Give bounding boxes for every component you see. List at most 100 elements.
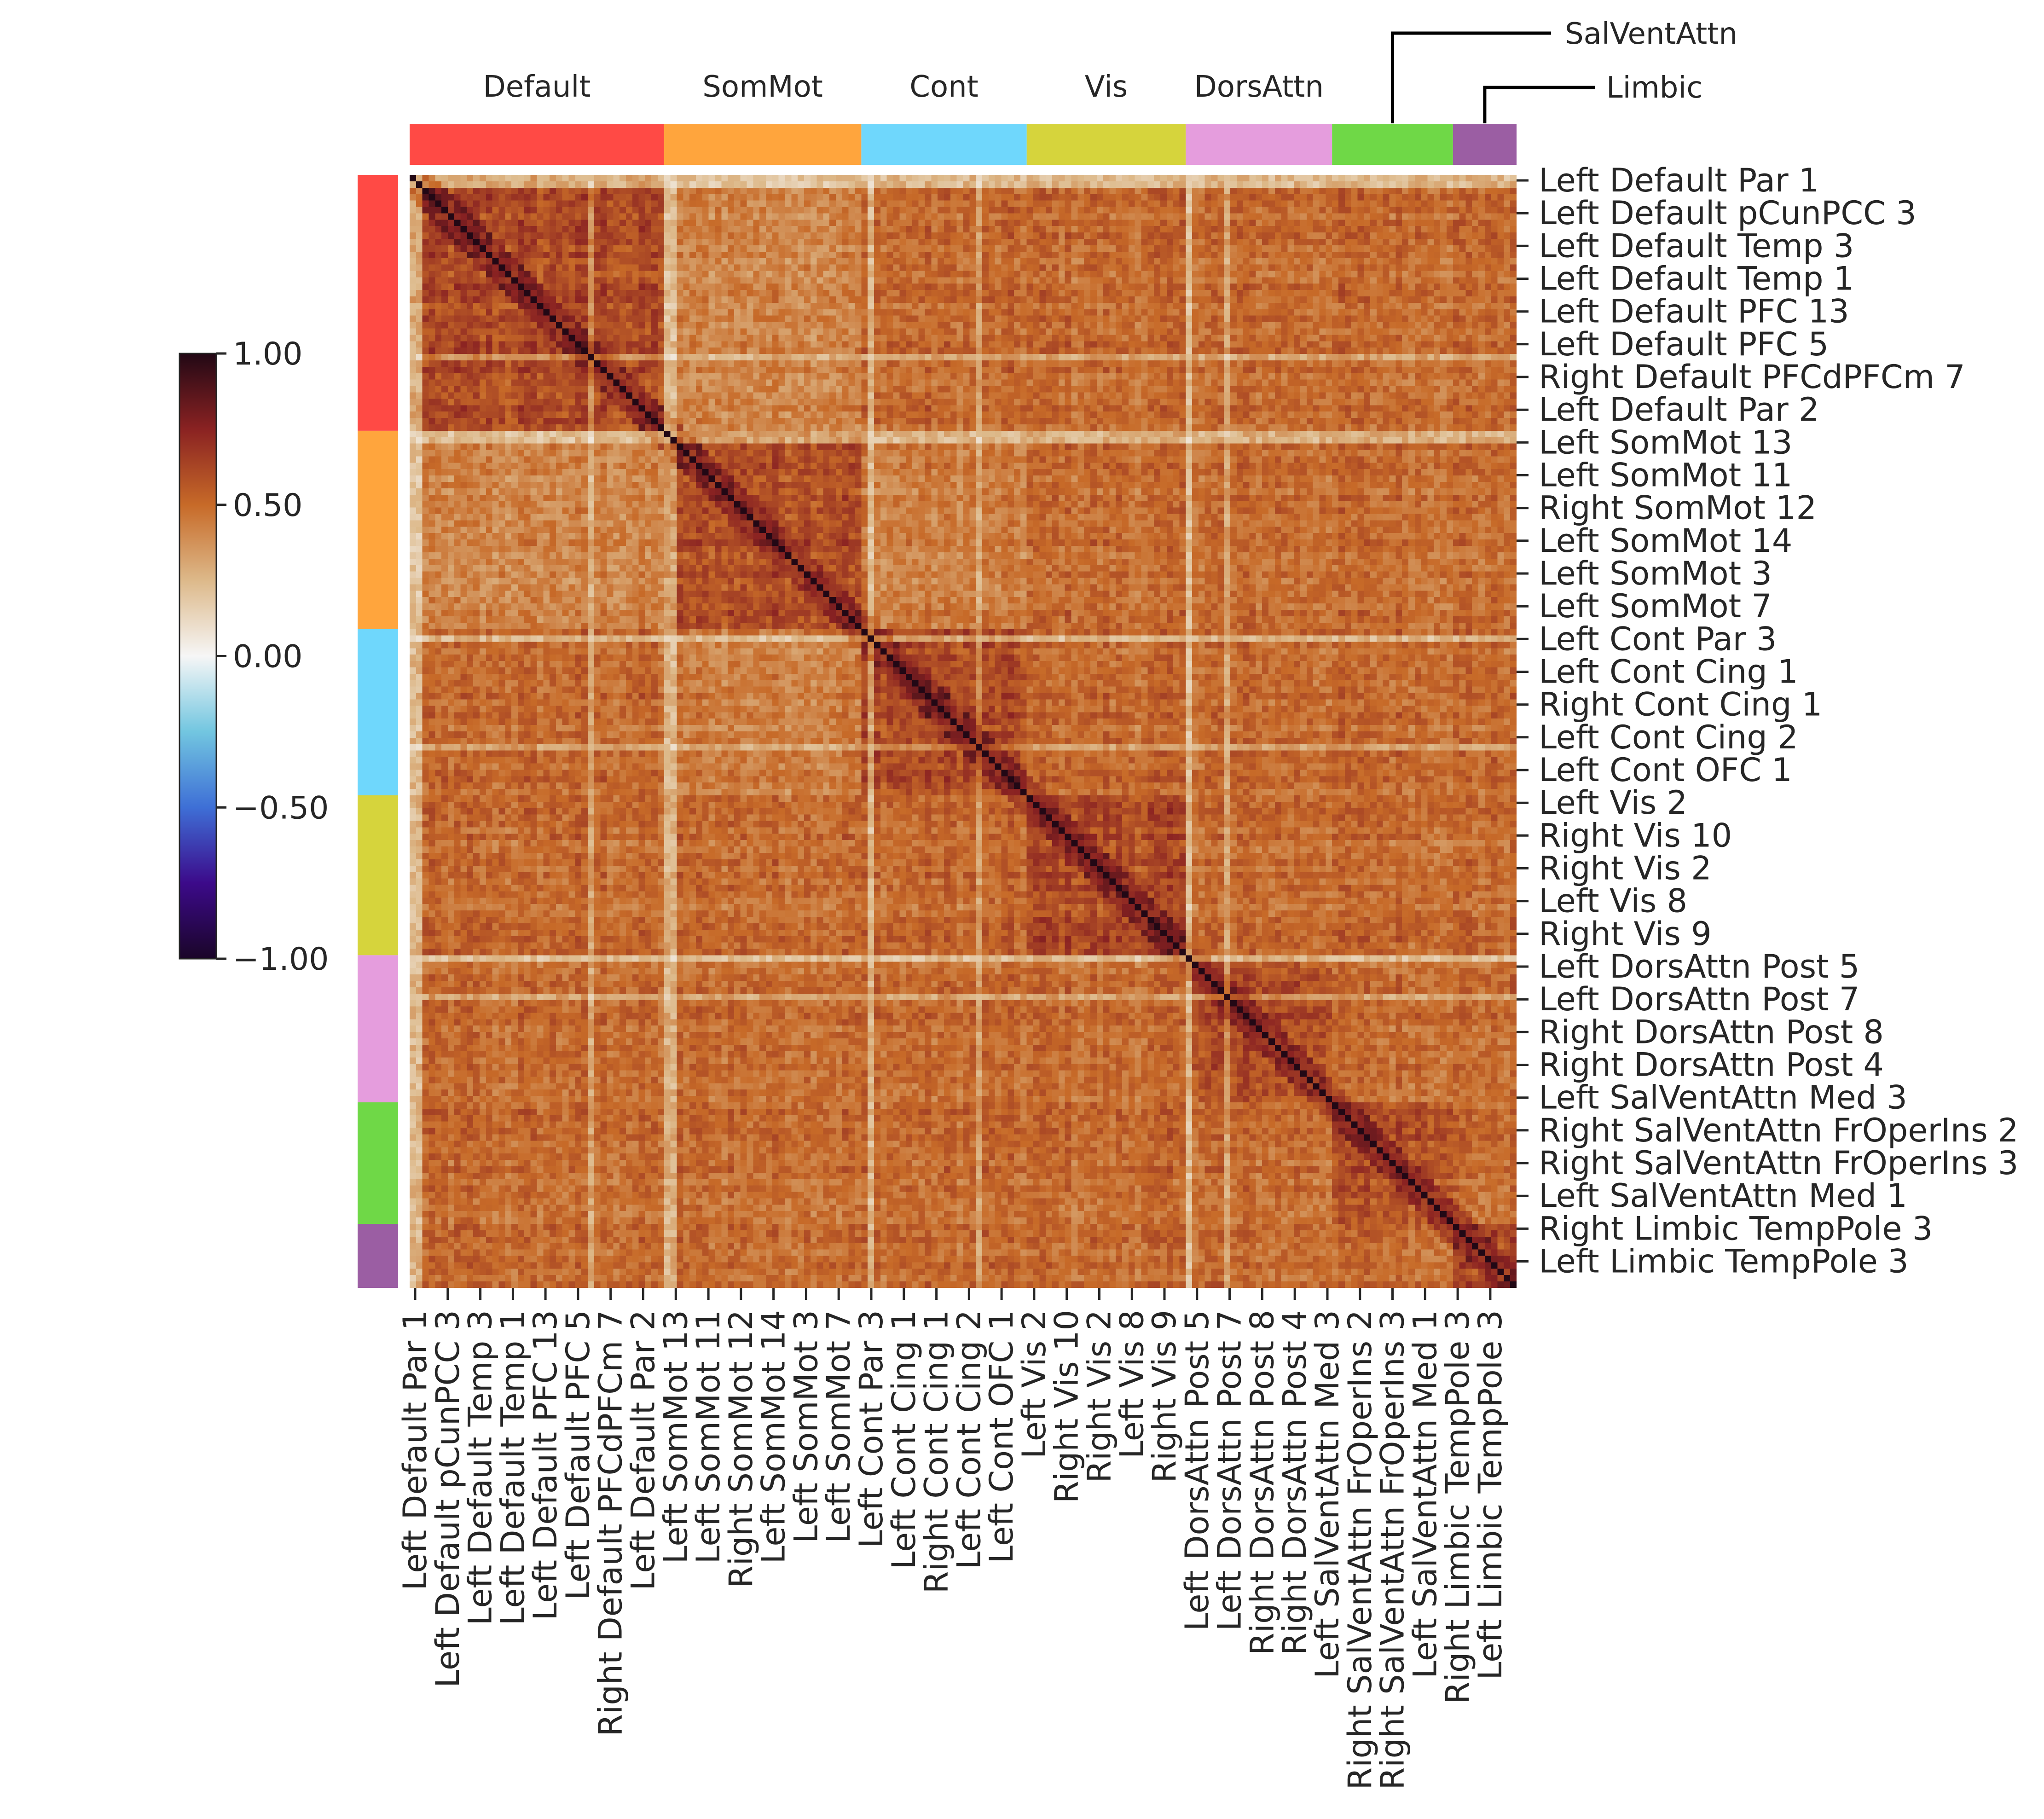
col-tick-label: Right Default PFCdPFCm 7 — [592, 1310, 630, 1737]
col-tick-label: Left Default Temp 3 — [462, 1310, 499, 1625]
network-color-bar-top — [410, 124, 1517, 165]
network-label-vis: Vis — [1085, 70, 1128, 104]
row-tick-label: Left Cont Cing 2 — [1539, 718, 1798, 756]
limbic-leader-line — [1483, 86, 1595, 123]
col-tick-label: Left DorsAttn Post 5 — [1178, 1310, 1216, 1631]
col-tick-label: Left SomMot 14 — [755, 1310, 793, 1564]
row-tick-label: Right Limbic TempPole 3 — [1539, 1210, 1933, 1247]
col-tick-label: Left Vis 2 — [1015, 1310, 1053, 1459]
left-bar-salventattn — [358, 1102, 398, 1224]
row-tick-label: Left Cont OFC 1 — [1539, 751, 1792, 789]
row-tick-label: Left SomMot 3 — [1539, 555, 1772, 592]
col-tick-label: Left Cont OFC 1 — [983, 1310, 1020, 1564]
col-tick-label: Left Default pCunPCC 3 — [429, 1310, 467, 1688]
row-tick-label: Right Default PFCdPFCm 7 — [1539, 358, 1965, 396]
row-tick-label: Right DorsAttn Post 4 — [1539, 1046, 1884, 1084]
colorbar-tick-label: 1.00 — [233, 336, 302, 372]
network-label-limbic: Limbic — [1606, 71, 1702, 105]
row-tick-label: Left Default Par 2 — [1539, 391, 1819, 429]
col-tick-label: Right Vis 9 — [1146, 1310, 1183, 1483]
col-tick-label: Right Limbic TempPole 3 — [1439, 1310, 1477, 1704]
row-tick-label: Left SomMot 7 — [1539, 587, 1772, 625]
top-bar-cont — [861, 124, 1027, 165]
col-tick-label: Right Vis 10 — [1048, 1310, 1086, 1503]
top-bar-dorsattn — [1186, 124, 1332, 165]
col-tick-label: Left Default PFC 13 — [527, 1310, 564, 1621]
left-bar-limbic — [358, 1224, 398, 1288]
network-color-bar-left — [358, 175, 398, 1288]
colorbar-tick-label: −1.00 — [233, 941, 329, 978]
col-tick-label: Left Cont Par 3 — [852, 1310, 890, 1548]
left-bar-cont — [358, 629, 398, 795]
col-tick-label: Left SomMot 3 — [787, 1310, 825, 1543]
network-label-salventattn: SalVentAttn — [1565, 17, 1737, 51]
col-tick-label: Left Default Par 2 — [625, 1310, 662, 1591]
network-labels: Default SomMot Cont Vis DorsAttn SalVentAttn L… — [483, 17, 1737, 123]
network-label-default: Default — [483, 70, 591, 104]
left-bar-dorsattn — [358, 955, 398, 1102]
row-tick-label: Right Cont Cing 1 — [1539, 686, 1822, 724]
left-bar-vis — [358, 795, 398, 956]
row-tick-label: Left SomMot 11 — [1539, 457, 1792, 494]
row-tick-label: Left Cont Cing 1 — [1539, 653, 1798, 691]
colorbar-gradient — [179, 353, 217, 960]
row-tick-label: Left Vis 8 — [1539, 882, 1687, 920]
col-tick-label: Left SomMot 7 — [820, 1310, 857, 1543]
top-bar-default — [410, 124, 664, 165]
row-tick-label: Left Limbic TempPole 3 — [1539, 1243, 1909, 1280]
top-bar-vis — [1026, 124, 1186, 165]
col-tick-label: Left Default Temp 1 — [494, 1310, 532, 1625]
col-tick-label: Left SomMot 11 — [689, 1310, 727, 1564]
row-tick-label: Right Vis 9 — [1539, 915, 1712, 953]
row-tick-label: Left SalVentAttn Med 1 — [1539, 1177, 1907, 1215]
row-tick-label: Left Default pCunPCC 3 — [1539, 194, 1917, 232]
heatmap-cells — [410, 175, 1517, 1288]
row-tick-label: Right Vis 10 — [1539, 817, 1732, 854]
top-bar-salventattn — [1332, 124, 1453, 165]
row-tick-label: Right SalVentAttn FrOperIns 2 — [1539, 1112, 2018, 1149]
network-label-dorsattn: DorsAttn — [1194, 70, 1324, 104]
row-tick-label: Left Default Temp 1 — [1539, 260, 1854, 298]
row-tick-label: Left SalVentAttn Med 3 — [1539, 1079, 1907, 1117]
col-tick-label: Right SalVentAttn FrOperIns 2 — [1341, 1310, 1379, 1790]
row-tick-label: Left Vis 2 — [1539, 784, 1687, 822]
row-tick-label: Right DorsAttn Post 8 — [1539, 1013, 1884, 1051]
row-tick-label: Left DorsAttn Post 5 — [1539, 948, 1859, 985]
colorbar: 1.00 0.50 0.00 −0.50 −1.00 — [179, 336, 329, 978]
col-tick-label: Left Limbic TempPole 3 — [1471, 1310, 1509, 1680]
row-tick-label: Right SomMot 12 — [1539, 489, 1817, 527]
row-tick-label: Left SomMot 14 — [1539, 522, 1792, 560]
row-tick-label: Left Default Par 1 — [1539, 162, 1819, 199]
top-bar-limbic — [1453, 124, 1517, 165]
colorbar-tick-label: 0.00 — [233, 639, 302, 675]
col-tick-label: Left SalVentAttn Med 3 — [1309, 1310, 1346, 1679]
row-tick-label: Left Default Temp 3 — [1539, 227, 1854, 265]
col-tick-label: Left Cont Cing 2 — [950, 1310, 988, 1570]
col-tick-label: Left SalVentAttn Med 1 — [1406, 1310, 1444, 1679]
col-tick-label: Right Cont Cing 1 — [918, 1310, 955, 1593]
network-label-sommot: SomMot — [702, 70, 823, 104]
row-tick-label: Left Default PFC 13 — [1539, 293, 1849, 330]
salventattn-leader-line — [1391, 31, 1551, 123]
col-tick-label: Right DorsAttn Post 4 — [1276, 1310, 1314, 1655]
row-tick-label: Right Vis 2 — [1539, 850, 1712, 887]
col-tick-label: Left Cont Cing 1 — [885, 1310, 923, 1570]
left-bar-sommot — [358, 430, 398, 629]
row-tick-label: Right SalVentAttn FrOperIns 3 — [1539, 1144, 2018, 1182]
col-tick-label: Left DorsAttn Post 7 — [1211, 1310, 1249, 1631]
top-bar-sommot — [664, 124, 862, 165]
col-tick-label: Left Vis 8 — [1113, 1310, 1151, 1459]
colorbar-tick-label: 0.50 — [233, 487, 302, 524]
col-tick-label: Right Vis 2 — [1081, 1310, 1118, 1483]
col-tick-label: Left Default PFC 5 — [559, 1310, 597, 1600]
col-tick-label: Right SomMot 12 — [722, 1310, 760, 1588]
col-tick-label: Left SomMot 13 — [657, 1310, 695, 1564]
col-tick-label: Left Default Par 1 — [396, 1310, 434, 1591]
network-label-cont: Cont — [909, 70, 979, 104]
col-tick-label: Right DorsAttn Post 8 — [1243, 1310, 1281, 1655]
row-tick-label: Left SomMot 13 — [1539, 423, 1792, 461]
